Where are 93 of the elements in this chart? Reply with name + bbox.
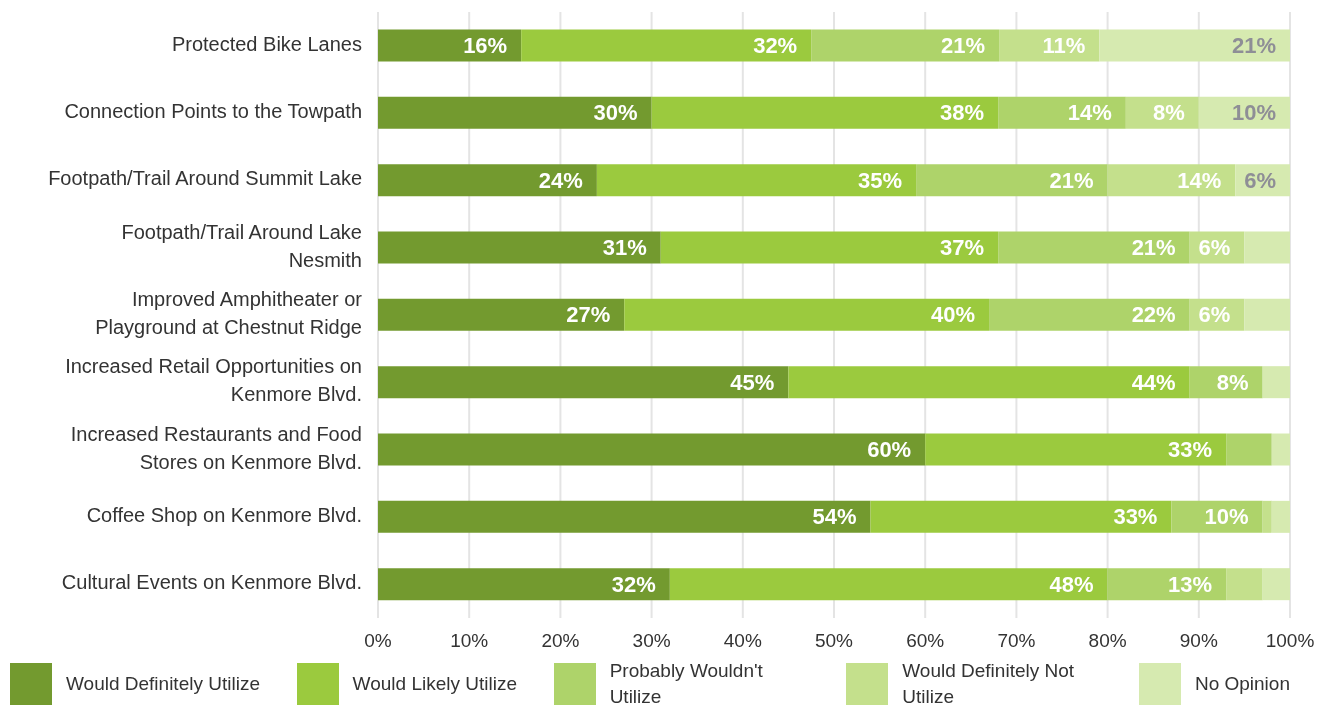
x-tick-label: 50% xyxy=(814,630,854,652)
bar xyxy=(378,96,652,129)
data-label: 13% xyxy=(1168,571,1213,597)
data-label: 32% xyxy=(611,571,656,597)
data-label: 6% xyxy=(1198,302,1231,328)
x-tick-label: 80% xyxy=(1088,630,1127,652)
data-label: 24% xyxy=(538,167,583,193)
bar xyxy=(870,500,1172,533)
data-label: 11% xyxy=(1042,33,1086,59)
data-label: 10% xyxy=(1204,504,1249,530)
data-label: 44% xyxy=(1131,369,1176,395)
bar xyxy=(1107,164,1236,197)
bar xyxy=(1244,231,1290,264)
bar xyxy=(1262,500,1272,533)
bar xyxy=(916,164,1108,197)
bar xyxy=(1099,29,1290,62)
bar xyxy=(521,29,812,62)
data-label: 8% xyxy=(1153,100,1185,126)
y-tick-label: Footpath/Trail Around Lake Nesmith xyxy=(121,220,362,271)
bar xyxy=(378,29,522,62)
data-label: 21% xyxy=(1131,235,1176,261)
legend-label: Would Definitely Utilize xyxy=(66,672,260,696)
legend-label: Would Definitely Not Utilize xyxy=(902,659,1076,709)
y-tick-label: Coffee Shop on Kenmore Blvd. xyxy=(86,504,362,527)
x-tick-label: 20% xyxy=(541,630,580,652)
data-label: 37% xyxy=(940,235,985,261)
y-tick-label: Protected Bike Lanes xyxy=(171,32,362,55)
y-tick-label: Cultural Events on Kenmore Blvd. xyxy=(61,571,362,594)
data-label: 45% xyxy=(730,369,775,395)
bar xyxy=(1244,298,1290,331)
bar xyxy=(378,433,926,466)
x-tick-label: 60% xyxy=(906,630,945,652)
bar xyxy=(660,231,999,264)
x-tick-label: 0% xyxy=(364,630,392,652)
x-tick-label: 10% xyxy=(450,630,489,652)
data-label: 21% xyxy=(941,33,986,59)
data-label: 16% xyxy=(463,33,508,59)
data-label: 38% xyxy=(940,100,985,126)
data-label: 27% xyxy=(566,302,611,328)
data-label: 6% xyxy=(1244,167,1276,193)
x-tick-label: 40% xyxy=(723,630,762,652)
bar xyxy=(1226,568,1263,601)
y-tick-label: Connection Points to the Towpath xyxy=(64,100,362,123)
data-label: 33% xyxy=(1113,504,1158,530)
legend-label: Would Likely Utilize xyxy=(352,672,517,696)
y-tick-label: Increased Retail Opportunities on Kenmore Blvd. xyxy=(65,355,362,406)
bar xyxy=(651,96,999,129)
bar xyxy=(989,298,1190,331)
data-label: 54% xyxy=(812,504,857,530)
data-label: 32% xyxy=(753,33,798,59)
legend-label: Probably Wouldn't Utilize xyxy=(609,659,764,709)
data-label: 22% xyxy=(1131,302,1176,328)
bar xyxy=(998,96,1126,129)
data-label: 48% xyxy=(1049,571,1094,597)
bar xyxy=(1262,568,1290,601)
bar xyxy=(378,500,871,533)
y-tick-label: Improved Amphitheater or Playground at Chestnut Ridge xyxy=(95,288,363,339)
bar xyxy=(669,568,1108,601)
data-label: 31% xyxy=(602,235,647,261)
data-label: 30% xyxy=(593,100,638,126)
x-tick-label: 90% xyxy=(1179,630,1218,652)
data-label: 40% xyxy=(930,302,976,328)
bar xyxy=(1226,433,1272,466)
bar xyxy=(1271,500,1290,533)
bar xyxy=(811,29,1000,62)
bar xyxy=(596,164,917,197)
bar xyxy=(378,231,661,264)
data-label: 6% xyxy=(1198,235,1231,261)
data-label: 35% xyxy=(858,167,903,193)
x-tick-label: 100% xyxy=(1265,630,1315,652)
data-label: 33% xyxy=(1168,437,1213,463)
data-label: 10% xyxy=(1231,100,1276,126)
bar xyxy=(1262,366,1290,399)
x-tick-label: 70% xyxy=(997,630,1036,652)
bar xyxy=(378,164,597,197)
bar xyxy=(1271,433,1290,466)
data-label: 14% xyxy=(1177,167,1222,193)
data-label: 21% xyxy=(1231,33,1276,59)
data-label: 8% xyxy=(1216,369,1249,395)
data-label: 21% xyxy=(1049,167,1094,193)
y-tick-label: Footpath/Trail Around Summit Lake xyxy=(48,167,362,190)
bar xyxy=(378,366,789,399)
bar xyxy=(624,298,990,331)
y-tick-label: Increased Restaurants and Food Stores on Kenmore Blvd. xyxy=(70,422,362,473)
bar xyxy=(378,568,670,601)
data-label: 14% xyxy=(1067,100,1112,126)
x-tick-label: 30% xyxy=(632,630,671,652)
bar xyxy=(378,298,625,331)
bar xyxy=(788,366,1190,399)
data-label: 60% xyxy=(867,437,912,463)
bar xyxy=(998,231,1190,264)
bar xyxy=(925,433,1227,466)
legend-label: No Opinion xyxy=(1194,672,1290,696)
